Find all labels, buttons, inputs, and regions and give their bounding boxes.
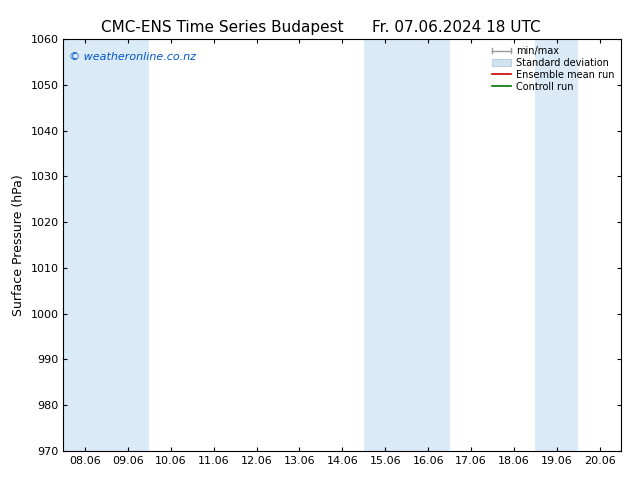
Bar xyxy=(536,39,578,451)
Text: Fr. 07.06.2024 18 UTC: Fr. 07.06.2024 18 UTC xyxy=(372,20,541,35)
Bar xyxy=(63,39,107,451)
Bar xyxy=(107,39,149,451)
Bar xyxy=(407,39,450,451)
Y-axis label: Surface Pressure (hPa): Surface Pressure (hPa) xyxy=(12,174,25,316)
Text: © weatheronline.co.nz: © weatheronline.co.nz xyxy=(69,51,196,62)
Legend: min/max, Standard deviation, Ensemble mean run, Controll run: min/max, Standard deviation, Ensemble me… xyxy=(489,44,616,94)
Bar xyxy=(364,39,407,451)
Text: CMC-ENS Time Series Budapest: CMC-ENS Time Series Budapest xyxy=(101,20,343,35)
